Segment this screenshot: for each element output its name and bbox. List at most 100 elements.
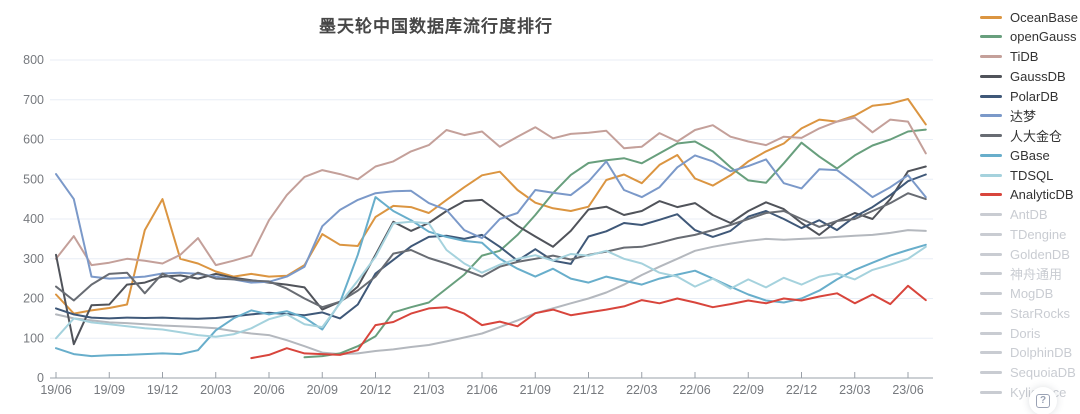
- legend-item-AntDB[interactable]: AntDB: [980, 206, 1048, 224]
- legend-item-PolarDB[interactable]: PolarDB: [980, 87, 1058, 105]
- x-axis-label: 19/06: [40, 383, 71, 397]
- series-line-GaussDB: [55, 165, 927, 346]
- x-axis-label: 23/06: [892, 383, 923, 397]
- legend-swatch: [980, 311, 1002, 315]
- legend-item-label: TDSQL: [1010, 167, 1054, 183]
- series-line-GBase: [55, 196, 927, 358]
- y-axis-label: 500: [23, 172, 44, 186]
- legend-item-label: openGauss: [1010, 29, 1077, 45]
- legend-swatch: [980, 232, 1002, 236]
- legend-item-label: PolarDB: [1010, 88, 1059, 104]
- y-axis-label: 400: [23, 212, 44, 226]
- legend-item-人大金仓[interactable]: 人大金仓: [980, 127, 1062, 145]
- x-axis: 19/06 19/09 19/12 20/03 20/06 20/09 20/12 21/03…: [40, 372, 933, 397]
- legend-item-label: DolphinDB: [1010, 345, 1073, 361]
- legend-item-label: GoldenDB: [1010, 246, 1070, 262]
- legend-swatch: [980, 272, 1002, 276]
- legend-item-MogDB[interactable]: MogDB: [980, 285, 1053, 303]
- legend-swatch: [980, 114, 1002, 118]
- legend-item-TDengine[interactable]: TDengine: [980, 225, 1066, 243]
- x-axis-label: 21/06: [466, 383, 497, 397]
- legend-item-label: TiDB: [1010, 49, 1039, 64]
- y-axis-label: 600: [23, 133, 44, 147]
- x-axis-label: 23/03: [839, 383, 870, 397]
- legend-item-label: TDengine: [1010, 226, 1067, 242]
- series-line-TDengine: [55, 229, 927, 356]
- legend-swatch: [980, 213, 1002, 216]
- x-axis-label: 22/09: [733, 383, 764, 397]
- legend-item-TiDB[interactable]: TiDB: [980, 48, 1038, 66]
- x-axis-label: 20/03: [200, 383, 231, 397]
- legend-item-GoldenDB[interactable]: GoldenDB: [980, 245, 1070, 263]
- legend-item-TDSQL[interactable]: TDSQL: [980, 166, 1053, 184]
- legend-item-StarRocks[interactable]: StarRocks: [980, 304, 1070, 322]
- legend-item-label: OceanBase: [1010, 9, 1078, 25]
- y-axis-label: 800: [23, 53, 44, 67]
- x-axis-label: 20/06: [253, 383, 284, 397]
- legend-swatch: [980, 292, 1002, 295]
- x-axis-label: 21/03: [413, 383, 444, 397]
- y-axis-label: 100: [23, 331, 44, 345]
- legend-item-label: StarRocks: [1010, 305, 1070, 321]
- page-title: 墨天轮中国数据库流行度排行: [319, 17, 553, 36]
- legend-swatch: [980, 35, 1002, 39]
- legend-item-label: AntDB: [1010, 207, 1048, 222]
- legend-item-label: 人大金仓: [1010, 129, 1063, 144]
- legend-swatch: [980, 390, 1002, 394]
- legend-swatch: [980, 134, 1002, 137]
- legend-swatch: [980, 74, 1002, 78]
- legend-item-GBase[interactable]: GBase: [980, 146, 1050, 164]
- series-line-openGauss: [303, 128, 927, 359]
- legend-item-神舟通用[interactable]: 神舟通用: [980, 265, 1062, 283]
- legend-swatch: [980, 15, 1002, 19]
- legend-item-label: GaussDB: [1010, 68, 1066, 84]
- x-axis-label: 19/09: [94, 383, 125, 397]
- question-icon: ?: [1036, 394, 1050, 408]
- legend-swatch: [980, 351, 1002, 355]
- legend-item-label: SequoiaDB: [1010, 365, 1076, 380]
- legend-swatch: [980, 55, 1002, 58]
- series-line-PolarDB: [55, 173, 927, 320]
- x-axis-label: 20/09: [307, 383, 338, 397]
- legend-swatch: [980, 193, 1002, 197]
- y-axis-label: 300: [23, 252, 44, 266]
- x-axis-label: 22/06: [679, 383, 710, 397]
- legend-item-达梦[interactable]: 达梦: [980, 107, 1036, 125]
- legend-swatch: [980, 371, 1002, 374]
- x-axis-label: 19/12: [147, 383, 178, 397]
- legend-item-label: Doris: [1010, 325, 1041, 341]
- legend-item-AnalyticDB[interactable]: AnalyticDB: [980, 186, 1074, 204]
- legend-item-SequoiaDB[interactable]: SequoiaDB: [980, 364, 1076, 382]
- gridlines: [50, 59, 933, 339]
- y-axis-label: 700: [23, 93, 44, 107]
- legend-swatch: [980, 94, 1002, 98]
- y-axis-label: 0: [37, 371, 44, 385]
- legend-swatch: [980, 153, 1002, 157]
- x-axis-label: 22/12: [786, 383, 817, 397]
- legend-item-label: AnalyticDB: [1010, 187, 1074, 203]
- series-line-TDSQL: [55, 220, 927, 340]
- legend-item-label: GBase: [1010, 147, 1050, 163]
- legend-item-GaussDB[interactable]: GaussDB: [980, 67, 1066, 85]
- series-line-人大金仓: [55, 192, 927, 309]
- y-axis-label: 200: [23, 292, 44, 306]
- legend-item-label: MogDB: [1010, 286, 1054, 301]
- x-axis-label: 22/03: [626, 383, 657, 397]
- legend-item-OceanBase[interactable]: OceanBase: [980, 8, 1078, 26]
- x-axis-label: 21/09: [520, 383, 551, 397]
- series-line-TiDB: [55, 116, 927, 267]
- series-line-AnalyticDB: [250, 284, 927, 360]
- legend-item-DolphinDB[interactable]: DolphinDB: [980, 344, 1072, 362]
- legend-item-Doris[interactable]: Doris: [980, 324, 1040, 342]
- y-axis-labels: 0 100 200 300 400 500 600 700 800: [23, 53, 44, 385]
- legend-swatch: [980, 173, 1002, 177]
- x-axis-label: 20/12: [360, 383, 391, 397]
- legend-item-openGauss[interactable]: openGauss: [980, 28, 1077, 46]
- legend: OceanBase openGauss TiDB GaussDB PolarDB 达梦人大…: [980, 0, 1080, 414]
- help-button[interactable]: ?: [1029, 387, 1057, 414]
- series-line-OceanBase: [55, 98, 927, 315]
- legend-item-label: 达梦: [1010, 109, 1037, 125]
- legend-swatch: [980, 331, 1002, 335]
